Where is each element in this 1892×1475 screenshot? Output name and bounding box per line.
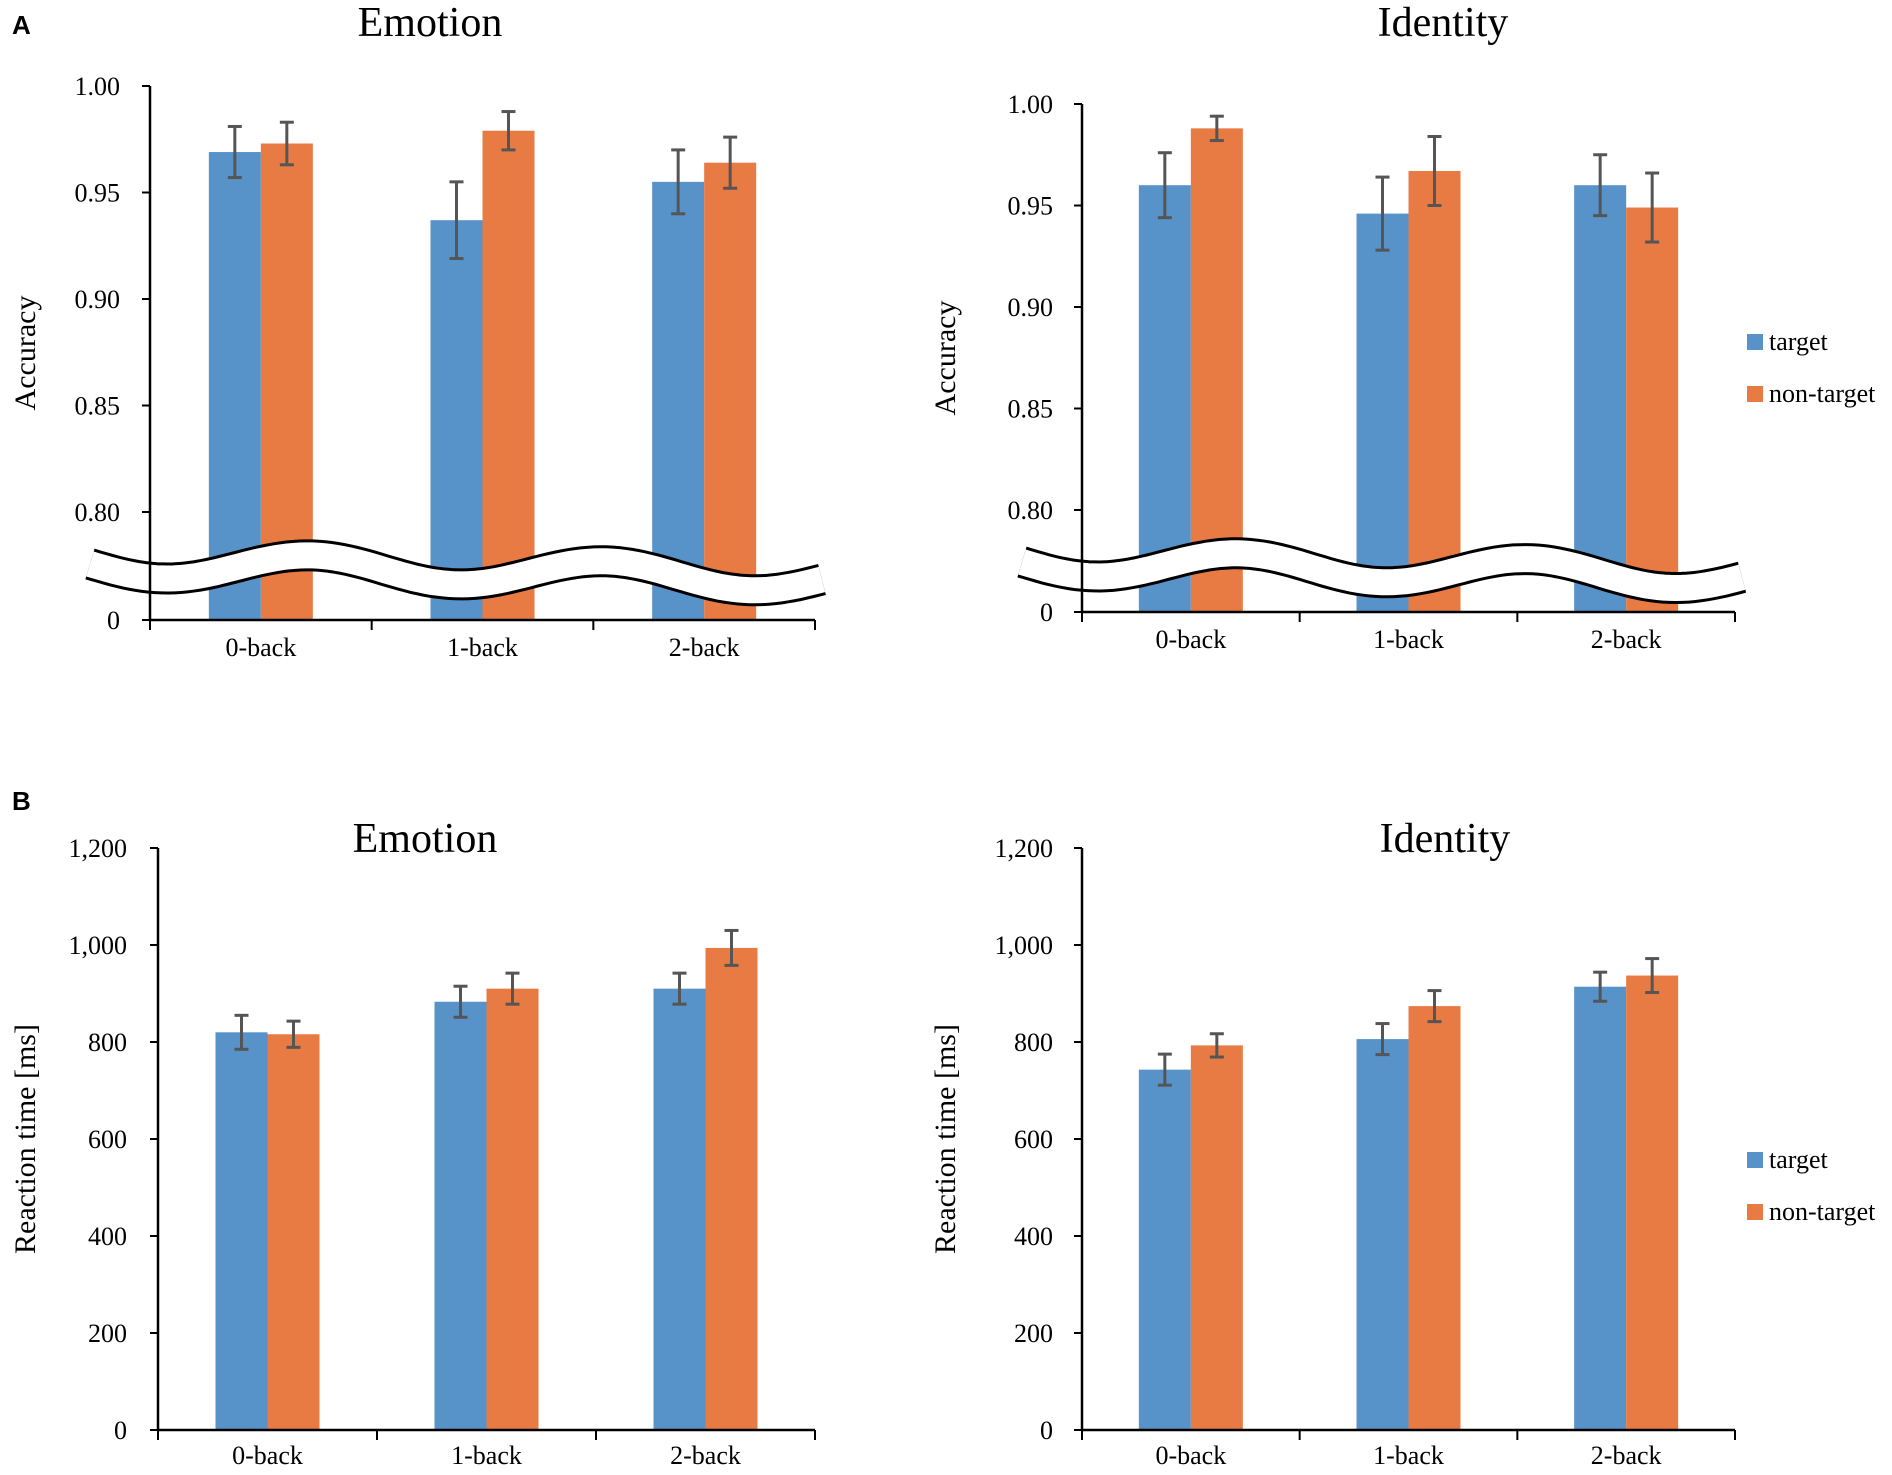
bar-target [1356,1039,1409,1430]
x-tick-label: 1-back [451,1441,522,1470]
bar-target [1574,185,1627,612]
y-tick-label: 1,000 [995,931,1054,960]
bar-non-target [1408,1006,1461,1430]
bar-non-target [486,988,539,1430]
y-tick-label: 0.90 [75,285,121,314]
chart-emotion-accuracy: Emotion Accuracy 0 0.80 0.85 0.90 0.95 1.00 0-ba… [9,0,826,662]
y-tick-label: 800 [88,1028,127,1057]
bar-target [1574,986,1627,1430]
y-axis-label: Reaction time [ms] [9,1024,42,1254]
y-tick-label: 1,000 [69,931,128,960]
bar-target [215,1032,268,1430]
legend-swatch-non-target [1747,1204,1763,1220]
chart-identity-accuracy: Identity Accuracy 0 0.80 0.85 0.90 0.95 1.00 0-b… [929,0,1876,654]
y-tick-label: 0.95 [1008,192,1054,221]
legend-swatch-target [1747,334,1763,350]
legend-swatch-target [1747,1152,1763,1168]
chart-emotion-reaction-time: Emotion Reaction time [ms] 0 200 400 600 800 1,… [9,816,816,1470]
bar-target [430,220,483,620]
x-tick-label: 1-back [447,633,518,662]
legend-label-target: target [1769,327,1828,356]
panel-label-a: A [12,10,31,40]
bar-non-target [705,947,758,1430]
y-tick-label: 1,200 [995,834,1054,863]
y-tick-label: 0 [1040,598,1053,627]
y-axis-label: Reaction time [ms] [929,1024,962,1254]
bar-target [1356,213,1409,612]
bar-non-target [704,162,757,620]
x-tick-label: 0-back [1155,625,1226,654]
chart-title: Identity [1380,816,1511,862]
x-tick-label: 1-back [1373,625,1444,654]
x-tick-label: 0-back [225,633,296,662]
y-axis-label: Accuracy [929,301,962,416]
y-tick-label: 1.00 [75,72,121,101]
bar-non-target [482,130,535,621]
x-tick-label: 0-back [232,1441,303,1470]
panel-label-b: B [12,786,31,816]
chart-title: Emotion [358,0,503,46]
x-tick-label: 2-back [1591,1441,1662,1470]
bar-non-target [267,1034,320,1430]
y-tick-label: 0.80 [1008,496,1054,525]
bar-non-target [1626,975,1679,1430]
x-tick-label: 1-back [1373,1441,1444,1470]
y-tick-label: 0 [1040,1416,1053,1445]
axis-break-band [86,542,826,604]
y-tick-label: 400 [88,1222,127,1251]
y-tick-label: 0.95 [75,179,121,208]
bar-non-target [1626,207,1679,612]
y-tick-label: 200 [1014,1319,1053,1348]
x-tick-label: 2-back [669,633,740,662]
bar-non-target [1408,170,1461,613]
legend-label-non-target: non-target [1769,379,1876,408]
x-tick-label: 2-back [670,1441,741,1470]
y-tick-label: 600 [1014,1125,1053,1154]
bar-target [1138,1069,1191,1430]
y-tick-label: 0.80 [75,498,121,527]
chart-title: Emotion [353,816,498,862]
bar-target [652,181,705,620]
chart-identity-reaction-time: Identity Reaction time [ms] 0 200 400 600 800 1… [929,816,1876,1470]
chart-title: Identity [1378,0,1509,46]
y-tick-label: 800 [1014,1028,1053,1057]
y-tick-label: 200 [88,1319,127,1348]
y-axis-label: Accuracy [9,296,42,411]
y-tick-label: 1,200 [69,834,128,863]
y-tick-label: 0.85 [75,392,121,421]
y-tick-label: 400 [1014,1222,1053,1251]
x-tick-label: 2-back [1591,625,1662,654]
x-tick-label: 0-back [1155,1441,1226,1470]
bar-non-target [1190,128,1243,613]
bar-target [653,988,706,1430]
legend-swatch-non-target [1747,386,1763,402]
y-tick-label: 0 [114,1416,127,1445]
axis-break-band [1018,540,1746,602]
y-tick-label: 0.90 [1008,293,1054,322]
bar-non-target [1190,1045,1243,1430]
y-tick-label: 0.85 [1008,395,1054,424]
y-tick-label: 600 [88,1125,127,1154]
bar-target [434,1001,487,1430]
legend-label-non-target: non-target [1769,1197,1876,1226]
bar-target [208,152,261,620]
y-tick-label: 0 [107,606,120,635]
bar-target [1138,185,1191,612]
legend-label-target: target [1769,1145,1828,1174]
y-tick-label: 1.00 [1008,90,1054,119]
